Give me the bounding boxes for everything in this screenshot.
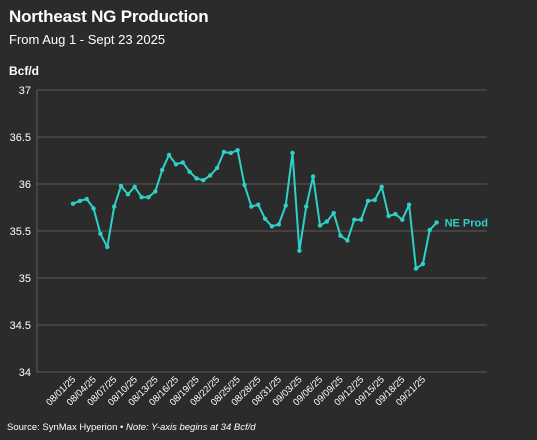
data-point [242, 182, 247, 188]
data-point [139, 195, 144, 200]
data-point [173, 162, 179, 167]
data-point [125, 192, 131, 197]
data-point [297, 248, 302, 253]
data-point [338, 233, 343, 238]
data-point [201, 178, 206, 183]
data-point [304, 204, 309, 209]
y-tick-label: 37 [19, 85, 31, 97]
data-point [372, 197, 377, 203]
data-point [249, 204, 254, 209]
data-point [98, 231, 103, 236]
grid-lines [36, 89, 487, 373]
data-point [283, 203, 288, 208]
line-chart: 34 34.5 35 35.5 36 36.5 37 08/01/2508/04/2508/… [10, 85, 488, 408]
chart-subtitle: From Aug 1 - Sept 23 2025 [9, 32, 166, 47]
data-point [153, 189, 158, 194]
data-point [269, 224, 275, 229]
data-point [345, 238, 350, 243]
data-point [310, 174, 316, 179]
data-point [166, 152, 172, 158]
data-point [317, 223, 323, 228]
x-tick-labels: 08/01/2508/04/2508/07/2508/10/2508/13/25… [44, 374, 428, 408]
data-point [379, 184, 384, 189]
data-point [118, 183, 124, 189]
data-point [228, 150, 233, 156]
data-point [84, 196, 89, 202]
data-point [413, 266, 419, 271]
footer-separator: • [117, 422, 126, 433]
data-point [214, 165, 220, 171]
data-point [180, 160, 185, 165]
data-point [221, 149, 227, 155]
y-axis-label: Bcf/d [9, 64, 39, 78]
data-point [393, 211, 398, 217]
data-point [160, 167, 165, 173]
data-point [420, 261, 426, 267]
data-point [146, 195, 151, 200]
data-point [352, 217, 357, 222]
data-point [358, 217, 364, 222]
data-point [235, 148, 240, 153]
source-text: Source: SynMax Hyperion [7, 422, 118, 433]
data-point [105, 244, 110, 250]
y-tick-label: 36 [19, 179, 31, 191]
data-point [262, 216, 268, 221]
y-tick-label: 34 [19, 367, 31, 379]
series-ne-prod: NE Prod [70, 148, 488, 271]
data-point [208, 173, 213, 178]
data-point [276, 222, 281, 227]
chart-footer: Source: SynMax Hyperion • Note: Y-axis b… [7, 422, 256, 433]
data-point [434, 220, 439, 225]
data-point [365, 198, 371, 204]
data-point [256, 202, 261, 207]
data-point [400, 217, 405, 222]
data-point [331, 210, 336, 216]
footer-note: Note: Y-axis begins at 34 Bcf/d [125, 422, 256, 433]
data-point [406, 202, 412, 207]
chart-title: Northeast NG Production [9, 7, 209, 26]
series-end-label: NE Prod [445, 218, 488, 230]
data-point [290, 150, 295, 156]
data-point [132, 184, 137, 189]
y-tick-label: 34.5 [10, 320, 31, 332]
data-point [112, 204, 117, 209]
y-tick-label: 35 [19, 273, 31, 285]
data-point [91, 206, 96, 211]
y-tick-labels: 34 34.5 35 35.5 36 36.5 37 [10, 85, 31, 379]
data-point [77, 198, 83, 204]
data-point [427, 227, 432, 233]
data-point [194, 176, 199, 181]
y-tick-label: 35.5 [10, 226, 31, 238]
data-point [70, 201, 76, 206]
data-point [324, 219, 329, 224]
series-line [72, 149, 438, 270]
data-point [187, 169, 192, 174]
y-tick-label: 36.5 [10, 132, 31, 144]
data-point [386, 213, 391, 219]
